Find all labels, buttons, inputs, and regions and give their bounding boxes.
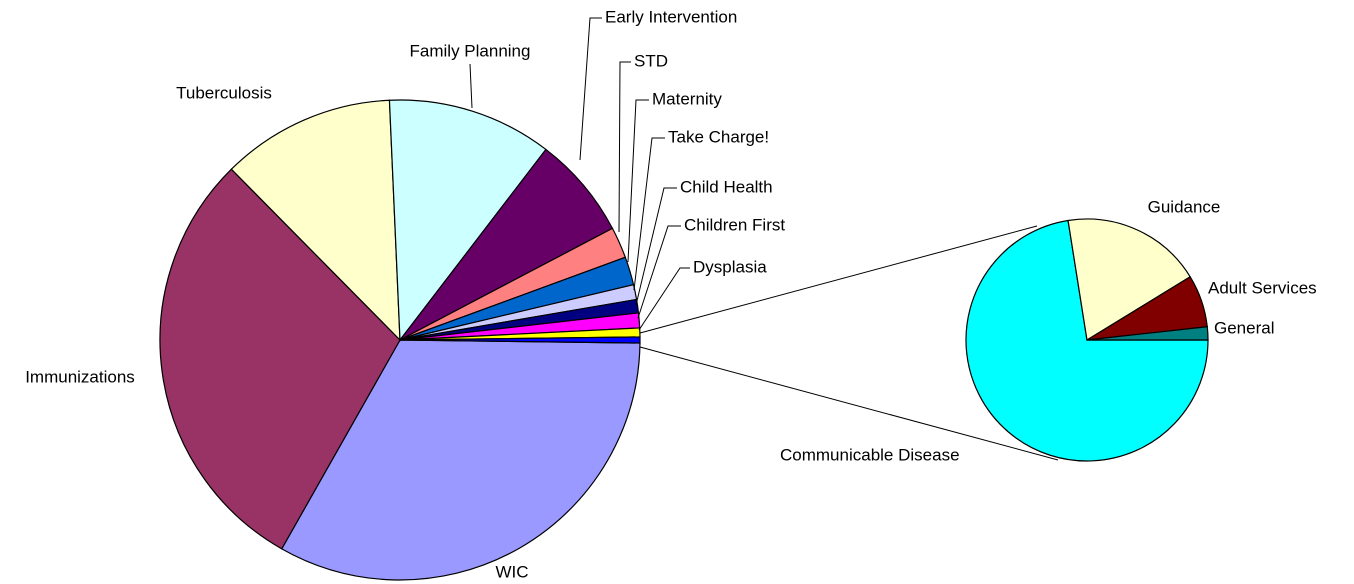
leader-line [635, 187, 677, 306]
other-slice [399, 336, 641, 344]
slice-label: Children First [684, 215, 785, 234]
slice-label: Family Planning [410, 41, 531, 60]
slice-label: Adult Services [1208, 278, 1317, 297]
pie-slice [1086, 326, 1209, 341]
pie-slice [230, 99, 401, 342]
leader-line [637, 225, 681, 319]
leader-line [627, 99, 649, 263]
leader-line [579, 17, 602, 161]
slice-label: Child Health [680, 177, 773, 196]
slice-label: General [1214, 318, 1274, 337]
slice-label: Communicable Disease [780, 445, 960, 464]
slice-label: Immunizations [25, 367, 135, 386]
leader-line [633, 137, 665, 291]
slice-label: WIC [495, 562, 528, 581]
pie-slice [159, 168, 401, 550]
leader-line [638, 267, 690, 331]
slice-label: Dysplasia [693, 257, 767, 276]
slice-label: Guidance [1148, 197, 1221, 216]
slice-label: Maternity [652, 89, 722, 108]
pie-slice [1067, 218, 1191, 341]
slice-label: Take Charge! [668, 127, 769, 146]
slice-label: Tuberculosis [176, 83, 272, 102]
leader-line [469, 63, 473, 109]
pie-slice [965, 219, 1209, 462]
pie-slice [399, 148, 614, 341]
leader-line [618, 61, 631, 233]
pie-slice [388, 99, 547, 342]
connector-line [639, 225, 1038, 334]
pie-slice [280, 339, 641, 581]
slice-label: STD [634, 51, 668, 70]
slice-label: Early Intervention [605, 7, 737, 26]
connector-line [639, 346, 1059, 461]
